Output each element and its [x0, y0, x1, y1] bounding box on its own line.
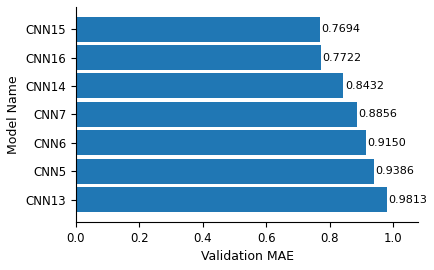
Text: 0.7694: 0.7694: [321, 24, 360, 34]
Bar: [76, 130, 365, 155]
Bar: [76, 159, 373, 184]
X-axis label: Validation MAE: Validation MAE: [200, 250, 293, 263]
Bar: [76, 187, 386, 212]
Bar: [76, 102, 356, 127]
Bar: [76, 45, 320, 70]
Text: 0.9386: 0.9386: [374, 166, 413, 176]
Y-axis label: Model Name: Model Name: [7, 75, 20, 154]
Bar: [76, 17, 319, 42]
Text: 0.9813: 0.9813: [388, 194, 427, 204]
Bar: [76, 73, 342, 99]
Text: 0.9150: 0.9150: [367, 138, 405, 148]
Text: 0.7722: 0.7722: [322, 53, 361, 63]
Text: 0.8432: 0.8432: [344, 81, 383, 91]
Text: 0.8856: 0.8856: [358, 109, 396, 119]
